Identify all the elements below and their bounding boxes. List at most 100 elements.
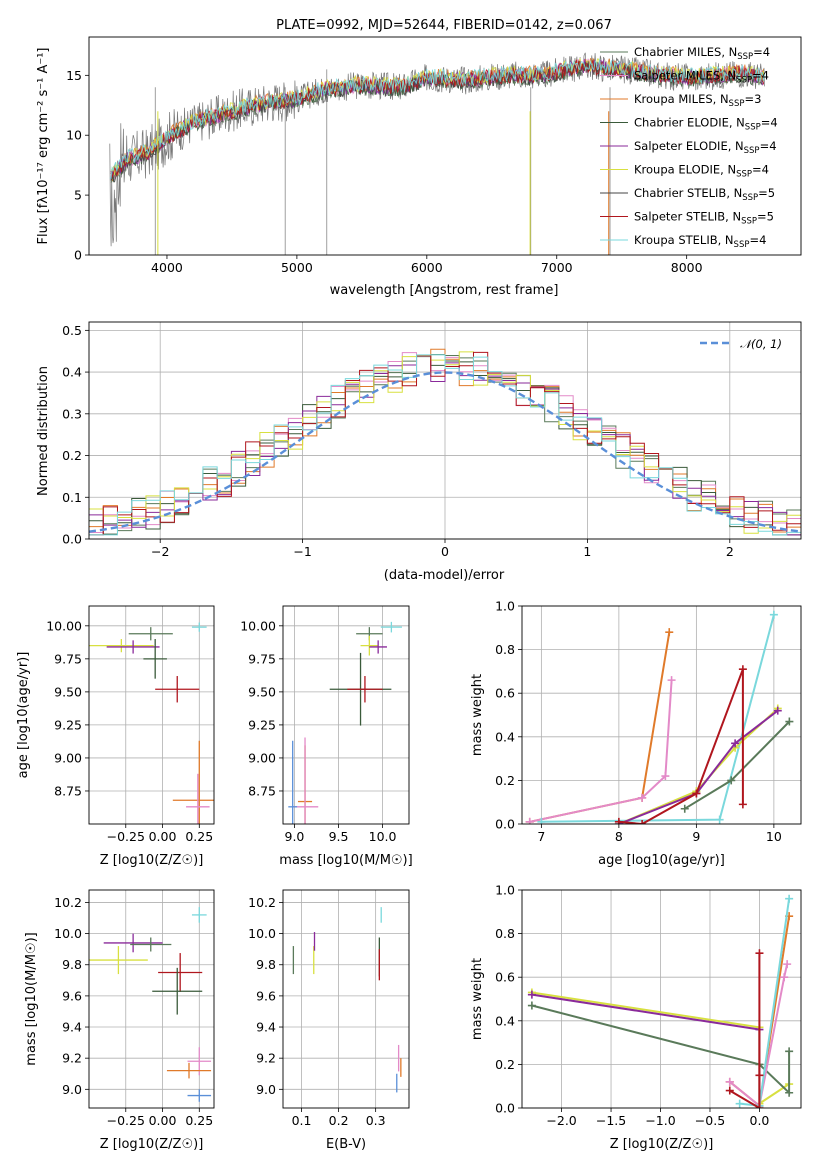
- panel-mass-vs-EBV: 0.1 0.2 0.3 9.0 9.2 9.4 9.6 9.8 10.0 10.2 E(B-V): [248, 889, 410, 1152]
- x-axis-label: mass [log10(M/M☉)]: [279, 853, 412, 868]
- panel-massweight-vs-Z: −2.0 −1.5 −1.0 −0.5 0.0 0.0 0.2 0.4 0.6 0.8 1.0 Z […: [470, 883, 802, 1152]
- marker-plus: [661, 772, 670, 781]
- marker-plus: [735, 1099, 744, 1108]
- y-tick-label: 1.0: [495, 599, 515, 614]
- y-tick-label: 9.8: [256, 957, 276, 972]
- y-tick-label: 0.2: [495, 1057, 515, 1072]
- y-tick-label: 0.8: [495, 642, 515, 657]
- x-tick-label: 0.25: [185, 1113, 213, 1128]
- x-tick-label: −2.0: [546, 1113, 576, 1128]
- y-tick-label: 0.2: [495, 773, 515, 788]
- y-tick-label: 8.75: [54, 783, 82, 798]
- axes-frame: [521, 605, 802, 825]
- x-tick-label: 9.0: [285, 829, 305, 844]
- y-tick-label: 0.4: [495, 729, 515, 744]
- y-tick-label: 0.4: [62, 365, 82, 380]
- y-tick-label: 9.2: [62, 1051, 82, 1066]
- axes-frame: [88, 605, 215, 825]
- y-tick-label: 0.6: [495, 970, 515, 985]
- marker-plus: [525, 817, 534, 824]
- axes-frame: [88, 889, 215, 1109]
- marker-plus: [725, 1086, 734, 1095]
- x-tick-label: −1: [293, 544, 311, 559]
- plot-area: [525, 610, 794, 824]
- y-axis-label: mass weight: [470, 674, 485, 756]
- panel-age-vs-Z: −0.25 0.00 0.25 8.75 9.00 9.25 9.50 9.75 10.00 Z …: [16, 605, 215, 868]
- y-tick-label: 0.3: [62, 406, 82, 421]
- y-tick-label: 9.0: [256, 1082, 276, 1097]
- legend: 𝒩(0, 1): [700, 337, 782, 351]
- marker-plus: [755, 949, 764, 958]
- normal-reference-curve: [89, 371, 801, 533]
- x-tick-label: −0.5: [695, 1113, 725, 1128]
- marker-plus: [638, 793, 647, 802]
- histogram-steps: [89, 351, 801, 536]
- x-tick-label: 8000: [671, 260, 703, 275]
- legend-label: Salpeter ELODIE, NSSP=4: [634, 139, 777, 156]
- model-line: [109, 58, 766, 179]
- axes-frame: [521, 889, 802, 1109]
- y-tick-label: 10.0: [248, 926, 276, 941]
- axes-frame: [88, 36, 802, 256]
- y-tick-label: 9.25: [54, 717, 82, 732]
- y-tick-label: 0.0: [495, 817, 515, 832]
- y-tick-label: 10.00: [46, 618, 82, 633]
- y-tick-label: 0: [74, 248, 82, 263]
- chart-title: PLATE=0992, MJD=52644, FIBERID=0142, z=0…: [276, 18, 612, 33]
- plot-area: [288, 621, 402, 824]
- marker-plus: [680, 804, 689, 813]
- x-tick-label: 0.00: [149, 1113, 177, 1128]
- plot-area: [89, 348, 801, 536]
- legend-label: Chabrier STELIB, NSSP=5: [634, 186, 775, 203]
- marker-plus: [638, 820, 647, 824]
- x-tick-label: 0: [441, 544, 449, 559]
- legend-label: Chabrier MILES, NSSP=4: [634, 45, 770, 62]
- marker-plus: [667, 676, 676, 685]
- marker-plus: [738, 800, 747, 809]
- panel-age-vs-mass: 9.0 9.5 10.0 8.75 9.00 9.25 9.50 9.75 10.00 mass …: [240, 605, 413, 868]
- x-tick-label: 0.0: [750, 1113, 770, 1128]
- x-axis-label: E(B-V): [326, 1137, 366, 1152]
- y-tick-label: 9.25: [248, 717, 276, 732]
- y-tick-label: 9.8: [62, 957, 82, 972]
- marker-plus: [755, 1104, 764, 1108]
- x-tick-label: 7000: [541, 260, 573, 275]
- marker-plus: [715, 815, 724, 824]
- marker-plus: [773, 706, 782, 715]
- y-tick-label: 10: [66, 128, 82, 143]
- y-tick-label: 0.8: [495, 926, 515, 941]
- x-tick-label: 0.3: [366, 1113, 386, 1128]
- marker-plus: [783, 960, 792, 969]
- marker-plus: [527, 1001, 536, 1010]
- y-tick-label: 0.6: [495, 686, 515, 701]
- marker-plus: [537, 817, 546, 824]
- x-tick-label: −2: [151, 544, 169, 559]
- y-axis-label: Flux [fλ10⁻¹⁷ erg cm⁻² s⁻¹ A⁻¹]: [36, 48, 51, 245]
- plot-area: [292, 907, 402, 1093]
- marker-plus: [780, 973, 789, 982]
- y-axis-label: Normed distribution: [36, 366, 51, 496]
- y-tick-label: 15: [66, 68, 82, 83]
- x-axis-label: Z [log10(Z/Z☉)]: [610, 1137, 714, 1152]
- axes-frame: [88, 321, 802, 540]
- y-tick-label: 0.5: [62, 323, 82, 338]
- marker-plus: [725, 1077, 734, 1086]
- x-tick-label: 4000: [151, 260, 183, 275]
- x-axis-label: wavelength [Angstrom, rest frame]: [330, 283, 559, 298]
- x-tick-label: 0.2: [329, 1113, 349, 1128]
- x-axis-label: age [log10(age/yr)]: [598, 853, 725, 868]
- marker-plus: [755, 1071, 764, 1080]
- y-tick-label: 10.0: [54, 926, 82, 941]
- y-tick-label: 9.6: [256, 988, 276, 1003]
- x-tick-label: 10: [766, 829, 782, 844]
- marker-plus: [527, 990, 536, 999]
- y-tick-label: 9.4: [256, 1020, 276, 1035]
- x-tick-label: 0.1: [292, 1113, 312, 1128]
- y-tick-label: 0.2: [62, 448, 82, 463]
- mass-weight-line: [529, 680, 673, 823]
- mass-weight-line: [618, 709, 779, 824]
- marker-plus: [614, 817, 623, 824]
- marker-plus: [785, 1088, 794, 1097]
- x-tick-label: 5000: [281, 260, 313, 275]
- panel-residuals: −2 −1 0 1 2 0.0 0.1 0.2 0.3 0.4 0.5 𝒩(0, 1) (data-mo…: [36, 321, 802, 583]
